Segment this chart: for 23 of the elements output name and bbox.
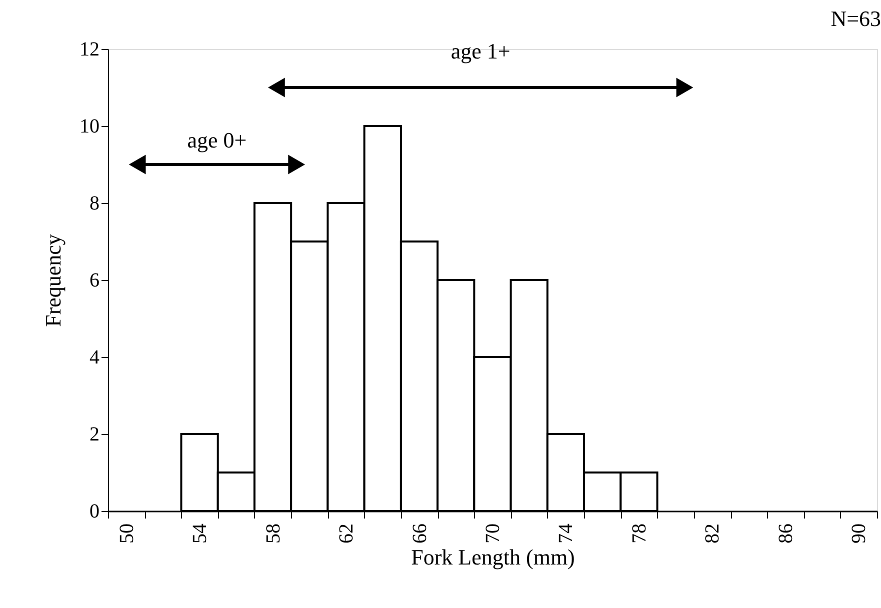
y-tick-label: 6 [90,270,100,292]
y-tick-label: 4 [90,346,100,368]
y-tick-label: 8 [90,192,100,214]
x-tick-label: 86 [774,524,797,544]
x-tick-label: 74 [555,524,578,544]
annotation: age 1+ [450,38,510,64]
x-tick-label: 78 [628,524,650,544]
y-tick-label: 2 [90,424,100,446]
y-tick-label: 0 [90,500,100,522]
x-axis-title: Fork Length (mm) [411,544,575,570]
x-tick-label: 50 [116,524,138,544]
text: N=63 [830,6,881,31]
x-tick-label: 90 [848,524,870,544]
x-tick-label: 54 [189,524,212,544]
x-tick-label: 70 [482,524,504,544]
x-tick-label: 62 [336,524,358,544]
y-axis-title: Frequency [40,234,66,327]
y-tick-label: 10 [80,116,100,138]
annotation: age 0+ [187,128,247,152]
x-tick-label: 66 [408,524,431,544]
y-tick-label: 12 [80,38,100,60]
x-tick-label: 58 [262,524,284,544]
x-tick-label: 82 [702,524,724,544]
